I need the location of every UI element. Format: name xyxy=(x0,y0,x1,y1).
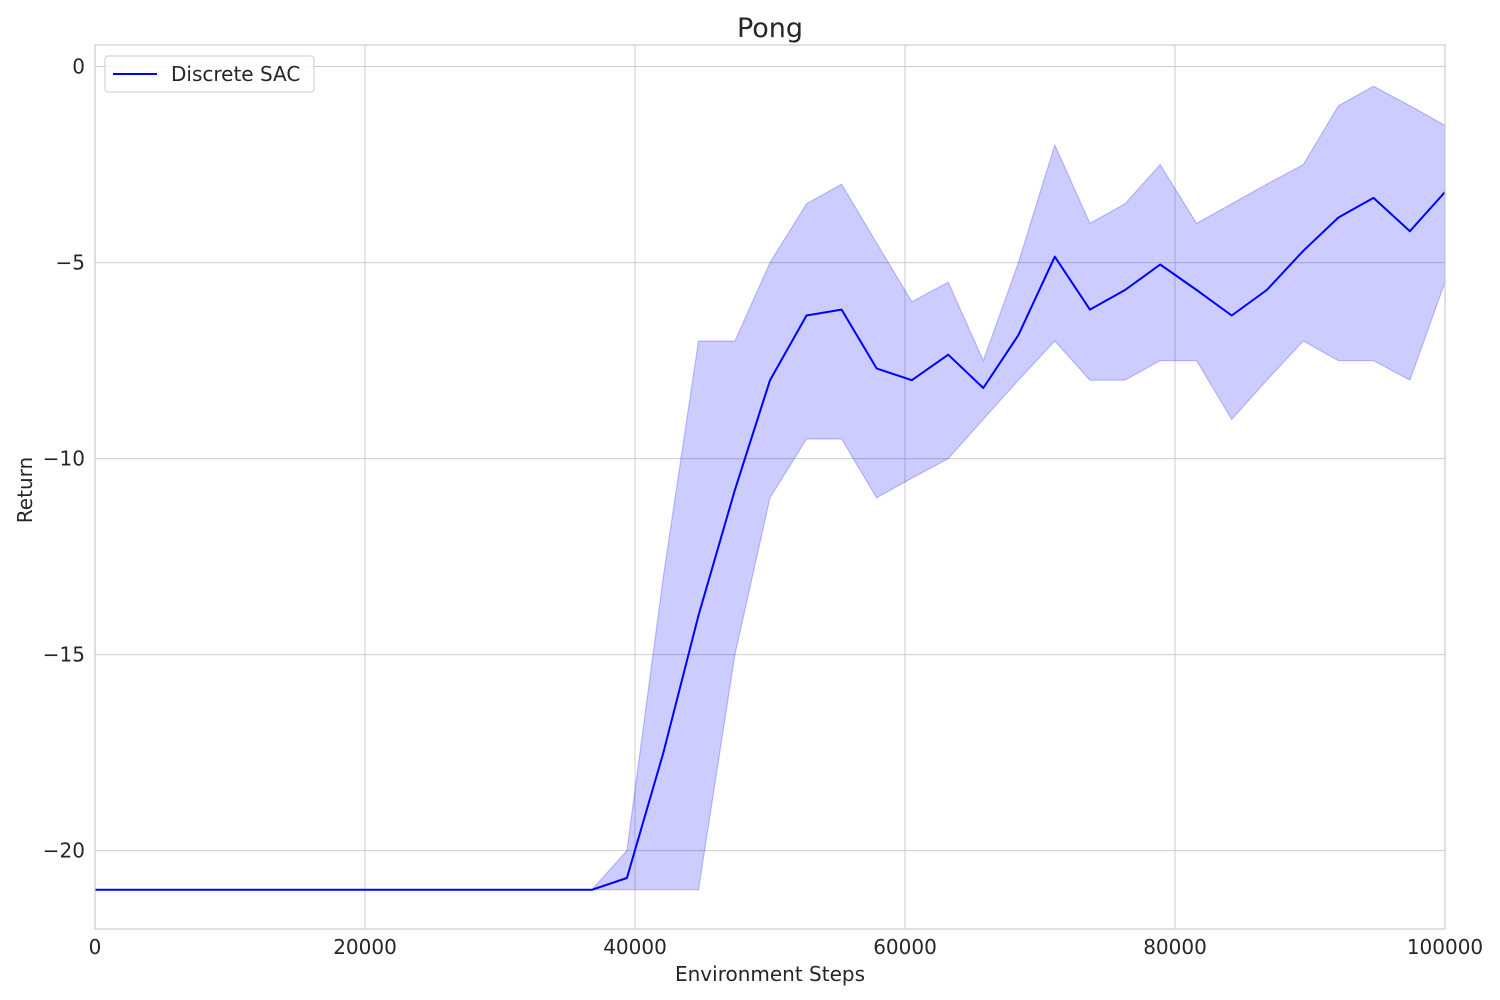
y-tick-label: −15 xyxy=(43,643,85,667)
x-tick-label: 20000 xyxy=(333,935,397,959)
y-tick-label: −5 xyxy=(56,251,85,275)
confidence-band-layer xyxy=(95,85,1446,891)
legend-box xyxy=(104,55,315,93)
x-tick-label: 100000 xyxy=(1407,935,1483,959)
x-tick-label: 40000 xyxy=(603,935,667,959)
x-tick-labels: 0 20000 40000 60000 80000 100000 xyxy=(89,935,1484,959)
y-tick-label: 0 xyxy=(72,55,85,79)
plot-frame xyxy=(94,44,1446,930)
y-tick-label: −10 xyxy=(43,447,85,471)
confidence-band xyxy=(95,85,1446,891)
series-line xyxy=(95,191,1446,891)
series-line-layer xyxy=(95,191,1446,891)
y-tick-labels: 0 −5 −10 −15 −20 xyxy=(43,55,85,863)
x-tick-label: 80000 xyxy=(1143,935,1207,959)
x-tick-label: 60000 xyxy=(873,935,937,959)
legend-label: Discrete SAC xyxy=(171,62,300,86)
x-tick-label: 0 xyxy=(89,935,102,959)
x-axis-label: Environment Steps xyxy=(675,962,865,986)
legend: Discrete SAC xyxy=(104,55,315,93)
chart-title: Pong xyxy=(737,13,803,44)
y-axis-label: Return xyxy=(13,457,37,523)
y-tick-label: −20 xyxy=(43,839,85,863)
